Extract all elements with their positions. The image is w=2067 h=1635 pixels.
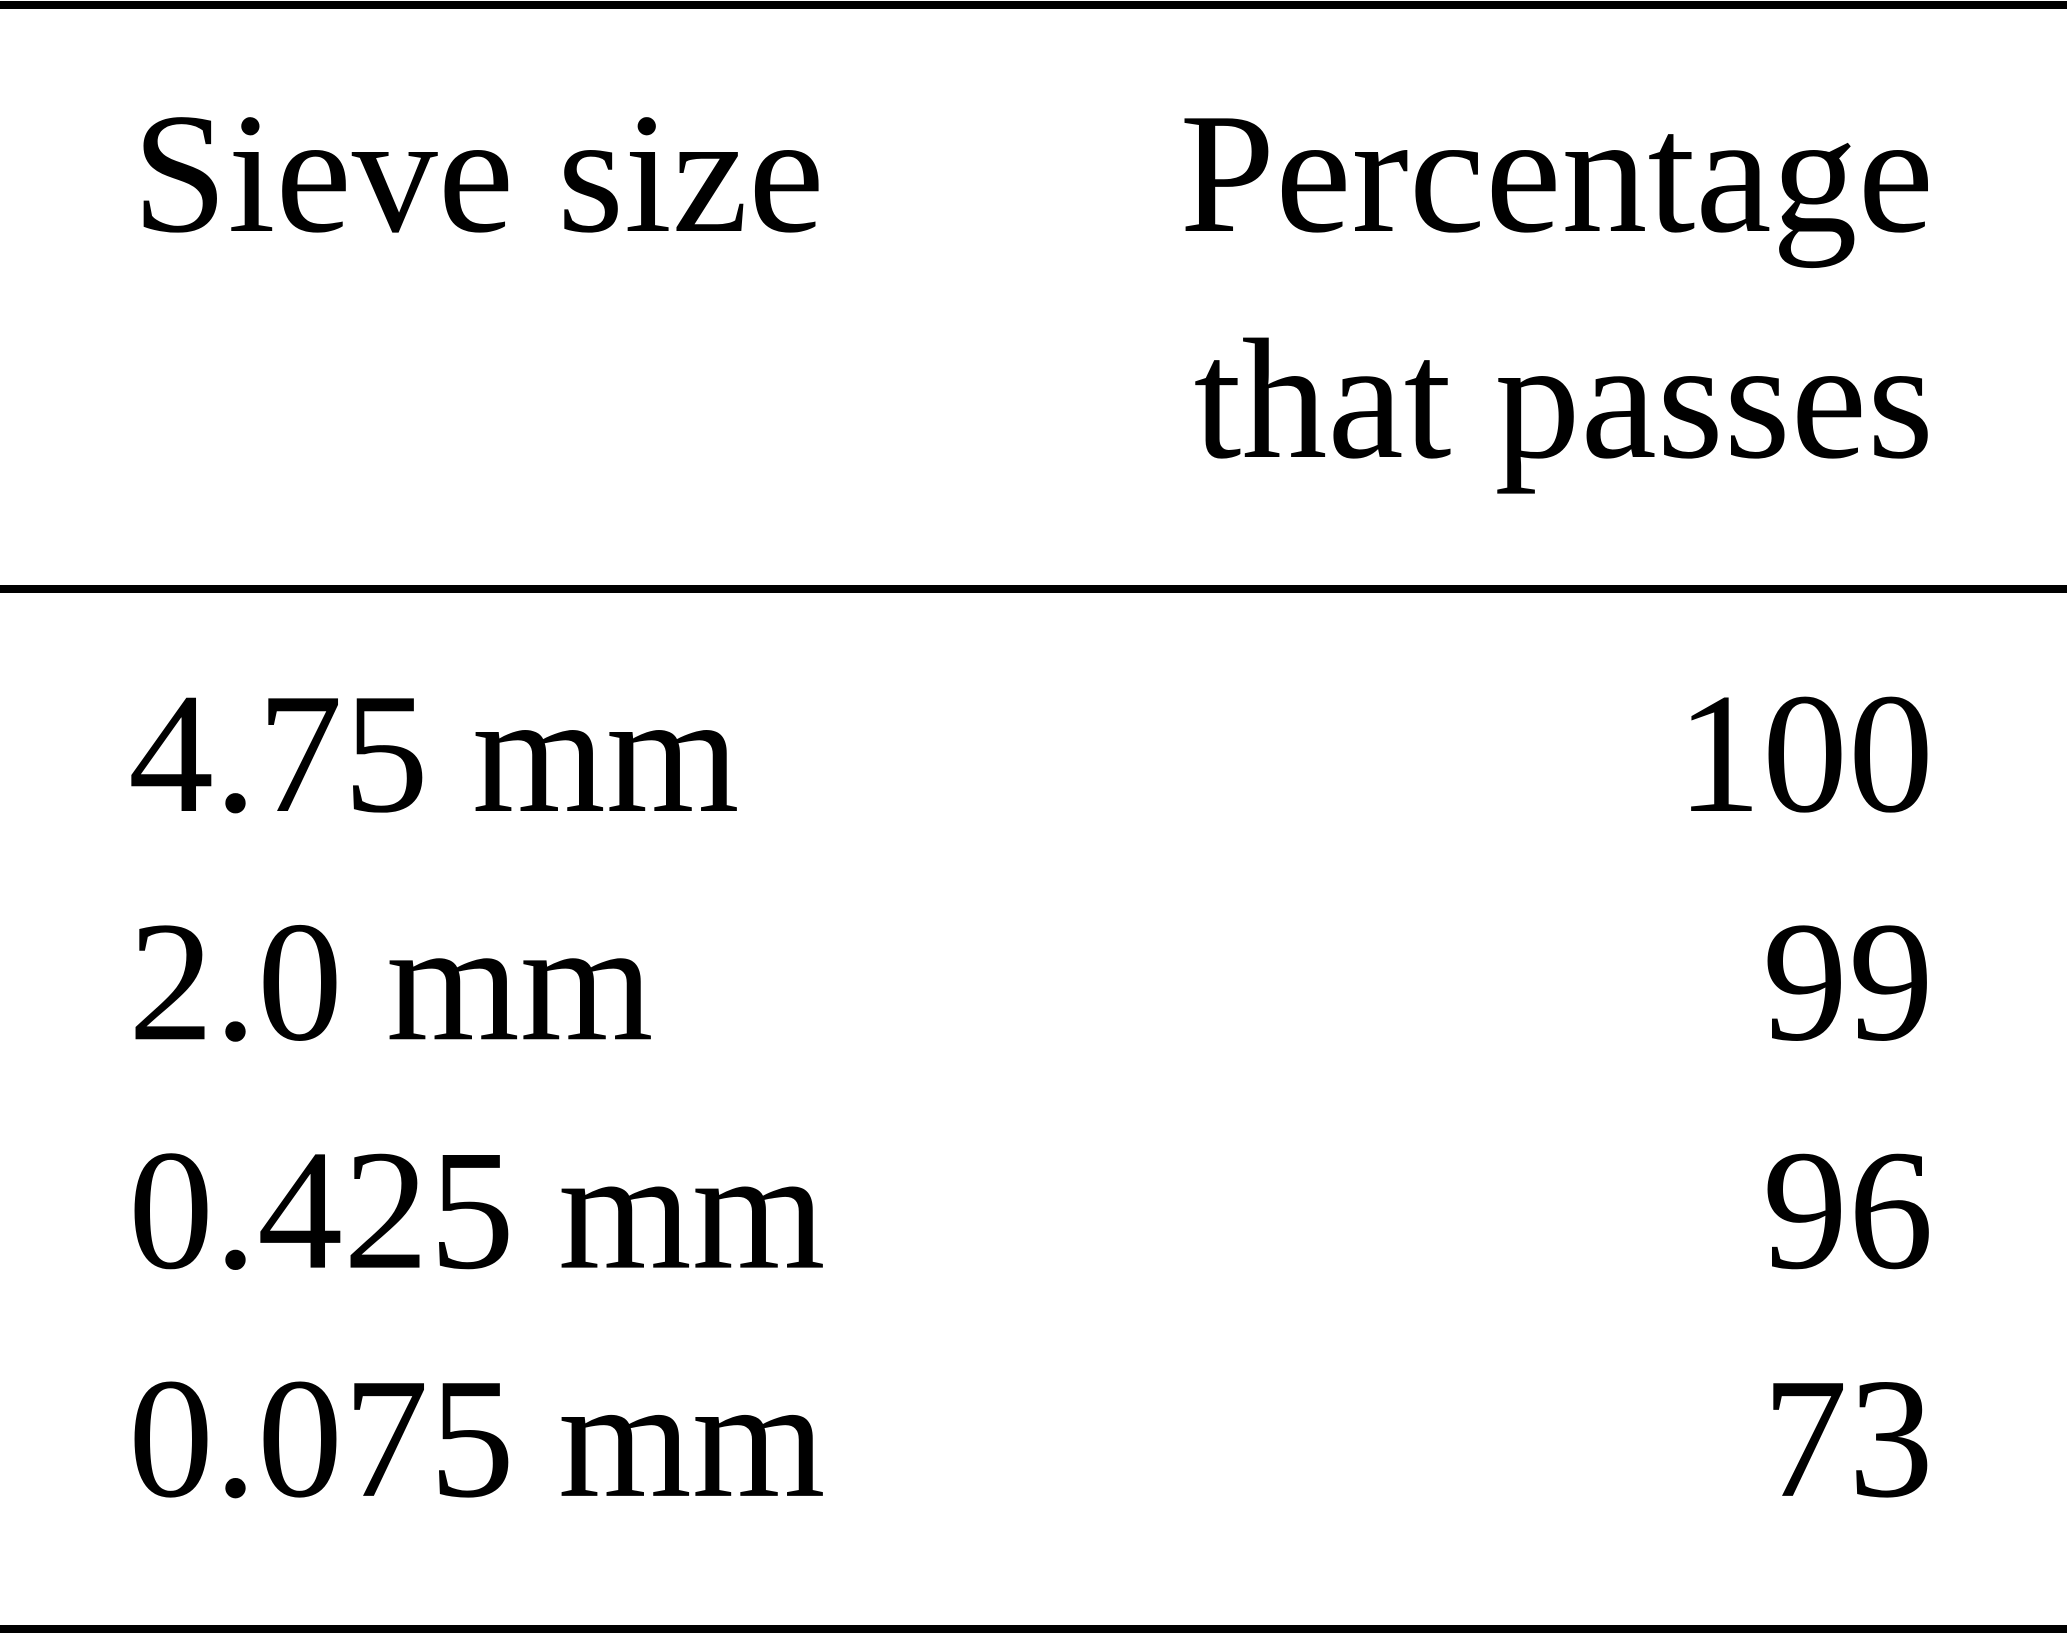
sieve-size-cell: 0.425 mm [128, 1116, 826, 1306]
percentage-cell: 99 [1762, 887, 1934, 1077]
sieve-size-cell: 0.075 mm [128, 1344, 826, 1534]
header-cell: Percentage [1180, 79, 1934, 269]
header-cell: Sieve size [132, 79, 825, 269]
percentage-cell: 73 [1762, 1344, 1934, 1534]
sieve-size-cell: 2.0 mm [128, 887, 654, 1077]
percentage-cell: 100 [1676, 659, 1934, 849]
header-cell: that passes [1194, 305, 1934, 495]
percentage-cell: 96 [1762, 1116, 1934, 1306]
sieve-size-cell: 4.75 mm [128, 659, 740, 849]
